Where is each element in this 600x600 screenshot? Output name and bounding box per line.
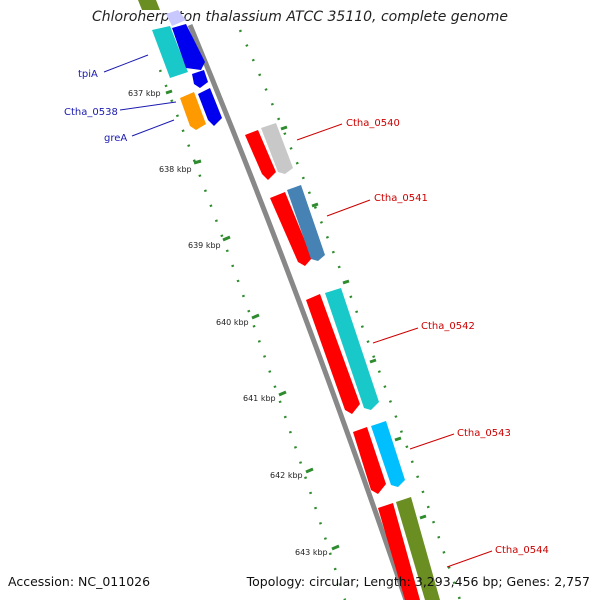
leader-lines-right	[296, 123, 493, 568]
tick-mark-640	[251, 313, 260, 320]
outer-dash-4	[369, 358, 377, 364]
tick-mark-637	[165, 89, 173, 95]
gene-label-ctha-0544: Ctha_0544	[495, 545, 549, 556]
gene-block-right	[245, 123, 440, 600]
tick-label-637: 637 kbp	[128, 89, 161, 98]
gene-label-grea: greA	[104, 133, 127, 144]
gene-gray-0540	[261, 123, 293, 174]
tick-mark-641	[278, 390, 287, 397]
gene-blue-2	[192, 70, 208, 88]
leader-ctha-0541	[326, 199, 371, 217]
gene-lightblue-0543	[371, 421, 405, 487]
gene-steelblue-0541	[287, 185, 325, 261]
outer-dash-5	[394, 436, 402, 442]
gene-red-0544	[378, 503, 420, 600]
gene-labels-right: Ctha_0540 Ctha_0541 Ctha_0542 Ctha_0543 …	[346, 118, 549, 556]
tick-label-639: 639 kbp	[188, 241, 221, 250]
gene-red-0543	[353, 427, 386, 494]
gene-red-0540	[245, 130, 276, 180]
gene-cyan-0542	[325, 288, 379, 410]
gene-red-0541	[270, 192, 312, 266]
leader-ctha-0543	[409, 433, 455, 450]
tick-mark-643	[331, 544, 340, 551]
tick-label-638: 638 kbp	[159, 165, 192, 174]
gene-label-ctha-0543: Ctha_0543	[457, 428, 511, 439]
outer-dashes	[280, 125, 427, 520]
gene-blue-3	[198, 88, 222, 126]
gene-label-ctha-0538: Ctha_0538	[64, 107, 118, 118]
gene-label-tpia: tpiA	[78, 69, 98, 80]
outer-dash-3	[342, 279, 350, 285]
gene-label-ctha-0540: Ctha_0540	[346, 118, 400, 129]
leader-ctha-0540	[296, 123, 343, 141]
outer-dash-6	[419, 514, 427, 520]
outer-dash-2	[311, 202, 319, 208]
gene-light-purple	[166, 10, 186, 26]
tick-label-641: 641 kbp	[243, 394, 276, 403]
genome-backbone	[187, 24, 409, 600]
tick-mark-642	[305, 467, 314, 474]
tick-marks	[165, 89, 340, 551]
accession-text: Accession: NC_011026	[8, 574, 151, 589]
gene-blue-1	[172, 24, 205, 70]
map-title: Chloroherpeton thalassium ATCC 35110, co…	[92, 9, 508, 25]
gene-olive-0544	[396, 497, 440, 600]
gene-cyan-tpia	[152, 26, 188, 78]
outer-dash-1	[280, 125, 288, 131]
leader-ctha-0542	[372, 327, 419, 344]
leader-lines-left	[103, 54, 177, 137]
tick-label-642: 642 kbp	[270, 471, 303, 480]
leader-tpia	[103, 54, 149, 73]
tick-label-640: 640 kbp	[216, 318, 249, 327]
gene-block-left	[138, 0, 222, 130]
leader-ctha-0538	[119, 101, 177, 111]
leader-grea	[131, 119, 175, 137]
gene-labels-left: tpiA Ctha_0538 greA	[64, 69, 127, 144]
topology-summary: Topology: circular; Length: 3,293,456 bp…	[246, 574, 590, 589]
leader-ctha-0544	[446, 550, 493, 568]
gene-label-ctha-0542: Ctha_0542	[421, 321, 475, 332]
gene-label-ctha-0541: Ctha_0541	[374, 193, 428, 204]
gene-orange-grea	[180, 92, 206, 130]
gene-red-0542	[306, 294, 360, 414]
tick-mark-638	[193, 159, 202, 165]
tick-label-group: 637 kbp 638 kbp 639 kbp 640 kbp 641 kbp …	[128, 89, 328, 557]
gene-olive-top	[138, 0, 160, 10]
tick-mark-639	[222, 235, 231, 242]
tick-label-643: 643 kbp	[295, 548, 328, 557]
